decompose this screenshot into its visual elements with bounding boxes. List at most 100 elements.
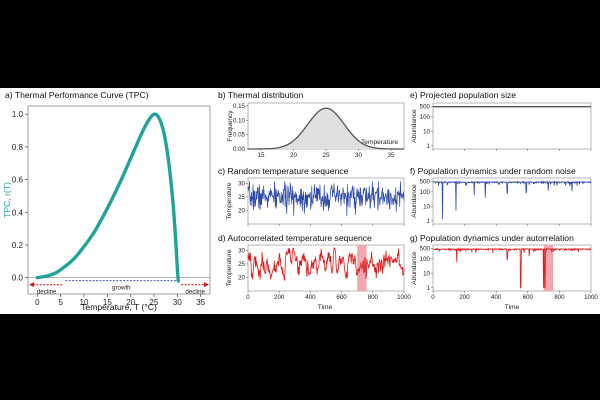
b-ytick-label: 0.15 [233, 103, 246, 110]
a-ytick-label: 0.6 [12, 176, 24, 185]
g-ytick-label: 100 [420, 256, 431, 263]
b-ytick-label: 0.10 [233, 117, 246, 124]
d-ytick-label: 20 [238, 274, 245, 281]
xtick-label: 400 [305, 294, 316, 301]
a-xtick-label: 15 [103, 298, 112, 307]
random-population-line [432, 180, 592, 220]
decline-right-arrow [181, 282, 209, 288]
panel-b: b) Thermal distribution 0.00 0.05 0.10 0.15… [218, 90, 405, 159]
b-xtick-label: 20 [290, 152, 297, 159]
f-ytick-label: 100 [420, 189, 431, 196]
b-ytick-label: 0.00 [233, 146, 246, 153]
panel-a-yticks: 0.0 0.2 0.4 0.6 0.8 1.0 [12, 110, 28, 283]
d-ytick-label: 25 [238, 261, 245, 268]
panel-c: c) Random temperature sequence 20 25 30 Te… [218, 166, 405, 226]
decline-left-arrow [29, 282, 64, 288]
panel-e-xticks [432, 149, 592, 151]
panel-c-frame [247, 177, 405, 225]
panel-e-title: e) Projected population size [410, 90, 516, 100]
panel-g-xticks: 0 200 400 600 800 1000 [431, 291, 598, 301]
c-ytick-label: 30 [238, 180, 245, 187]
panel-a-title: a) Thermal Performance Curve (TPC) [5, 90, 149, 100]
panel-d: d) Autocorrelated temperature sequence 2… [218, 233, 411, 311]
panel-g-frame [432, 244, 592, 292]
growth-label: growth [112, 285, 131, 292]
a-xtick-label: 25 [150, 298, 159, 307]
a-xtick-label: 30 [173, 298, 182, 307]
panel-e-ylabel: Abundance [411, 109, 418, 143]
panel-f-yticks: 500 100 10 1 [420, 179, 433, 225]
decline-left-label: decline [37, 289, 57, 296]
panel-c-ylabel: Temperature [226, 182, 233, 219]
panel-a-ylabel: TPC, r(T) [2, 182, 12, 218]
c-ytick-label: 20 [238, 207, 245, 214]
xtick-label: 400 [491, 294, 502, 301]
panel-g-ylabel: Abundance [411, 251, 418, 285]
xtick-label: 0 [431, 294, 435, 301]
a-ytick-label: 0.8 [12, 143, 24, 152]
xtick-label: 1000 [397, 294, 411, 301]
panel-e-yticks: 500 100 10 1 [420, 104, 433, 150]
xtick-label: 800 [368, 294, 379, 301]
e-ytick-label: 10 [423, 128, 430, 135]
panel-a-xlabel: Temperature, T (°C) [81, 302, 157, 312]
figure-canvas: a) Thermal Performance Curve (TPC) 0.0 0.… [2, 90, 598, 312]
panel-c-yticks: 20 25 30 [238, 180, 248, 214]
b-xtick-label: 35 [388, 152, 395, 159]
panel-d-ylabel: Temperature [226, 249, 233, 286]
panel-c-xticks [247, 224, 405, 226]
figure-panel: a) Thermal Performance Curve (TPC) 0.0 0.… [0, 88, 600, 314]
autocorrelated-population-line [432, 247, 592, 289]
panel-f-ylabel: Abundance [411, 184, 418, 218]
panel-e: e) Projected population size 500 100 10 1 A… [410, 90, 592, 151]
thermal-distribution-curve [247, 107, 405, 150]
f-ytick-label: 500 [420, 179, 431, 186]
panel-g-highlight-band [543, 245, 554, 291]
panel-g: g) Population dynamics under autorrelati… [410, 233, 598, 311]
a-ytick-label: 0.2 [12, 241, 24, 250]
decline-right-label: decline [185, 289, 205, 296]
g-ytick-label: 10 [423, 270, 430, 277]
panel-b-ylabel: Frequency [227, 110, 234, 142]
a-xtick-label: 20 [126, 298, 135, 307]
panel-b-xlabel: Temperature [361, 139, 398, 146]
b-ytick-label: 0.05 [233, 132, 246, 139]
a-xtick-label: 35 [196, 298, 205, 307]
f-ytick-label: 10 [423, 203, 430, 210]
a-ytick-label: 0.4 [12, 208, 24, 217]
panel-a-frame [27, 105, 211, 295]
xtick-label: 600 [523, 294, 534, 301]
xtick-label: 800 [554, 294, 565, 301]
g-ytick-label: 500 [420, 246, 431, 253]
panel-f-title: f) Population dynamics under random nois… [410, 166, 576, 176]
panel-b-yticks: 0.00 0.05 0.10 0.15 [233, 103, 248, 153]
panel-e-frame [432, 102, 592, 150]
f-ytick-label: 1 [427, 218, 431, 225]
tpc-curve [35, 112, 180, 283]
panel-a-xticks: 0 5 10 15 20 25 30 35 [35, 294, 206, 307]
xtick-label: 0 [246, 294, 250, 301]
b-xtick-label: 30 [355, 152, 362, 159]
c-ytick-label: 25 [238, 194, 245, 201]
xtick-label: 200 [459, 294, 470, 301]
panel-d-yticks: 20 25 30 [238, 247, 248, 281]
thermal-distribution-area [248, 108, 404, 149]
autocorrelated-temperature-line [247, 247, 405, 281]
panel-d-xticks: 0 200 400 600 800 1000 [246, 291, 411, 301]
xtick-label: 1000 [584, 294, 598, 301]
random-temperature-line [247, 181, 405, 217]
d-ytick-label: 30 [238, 247, 245, 254]
panel-f-frame [432, 177, 592, 225]
e-ytick-label: 1 [427, 143, 431, 150]
panel-f-xticks [432, 224, 592, 226]
xtick-label: 200 [274, 294, 285, 301]
a-ytick-label: 0.0 [12, 274, 24, 283]
panel-c-title: c) Random temperature sequence [218, 166, 349, 176]
panel-g-xlabel: Time [505, 304, 520, 311]
panel-a: a) Thermal Performance Curve (TPC) 0.0 0.… [2, 90, 211, 312]
panel-d-xlabel: Time [318, 304, 333, 311]
panel-g-yticks: 500 100 10 1 [420, 246, 433, 292]
panel-d-title: d) Autocorrelated temperature sequence [218, 233, 372, 243]
panel-b-title: b) Thermal distribution [218, 90, 304, 100]
e-ytick-label: 500 [420, 104, 431, 111]
